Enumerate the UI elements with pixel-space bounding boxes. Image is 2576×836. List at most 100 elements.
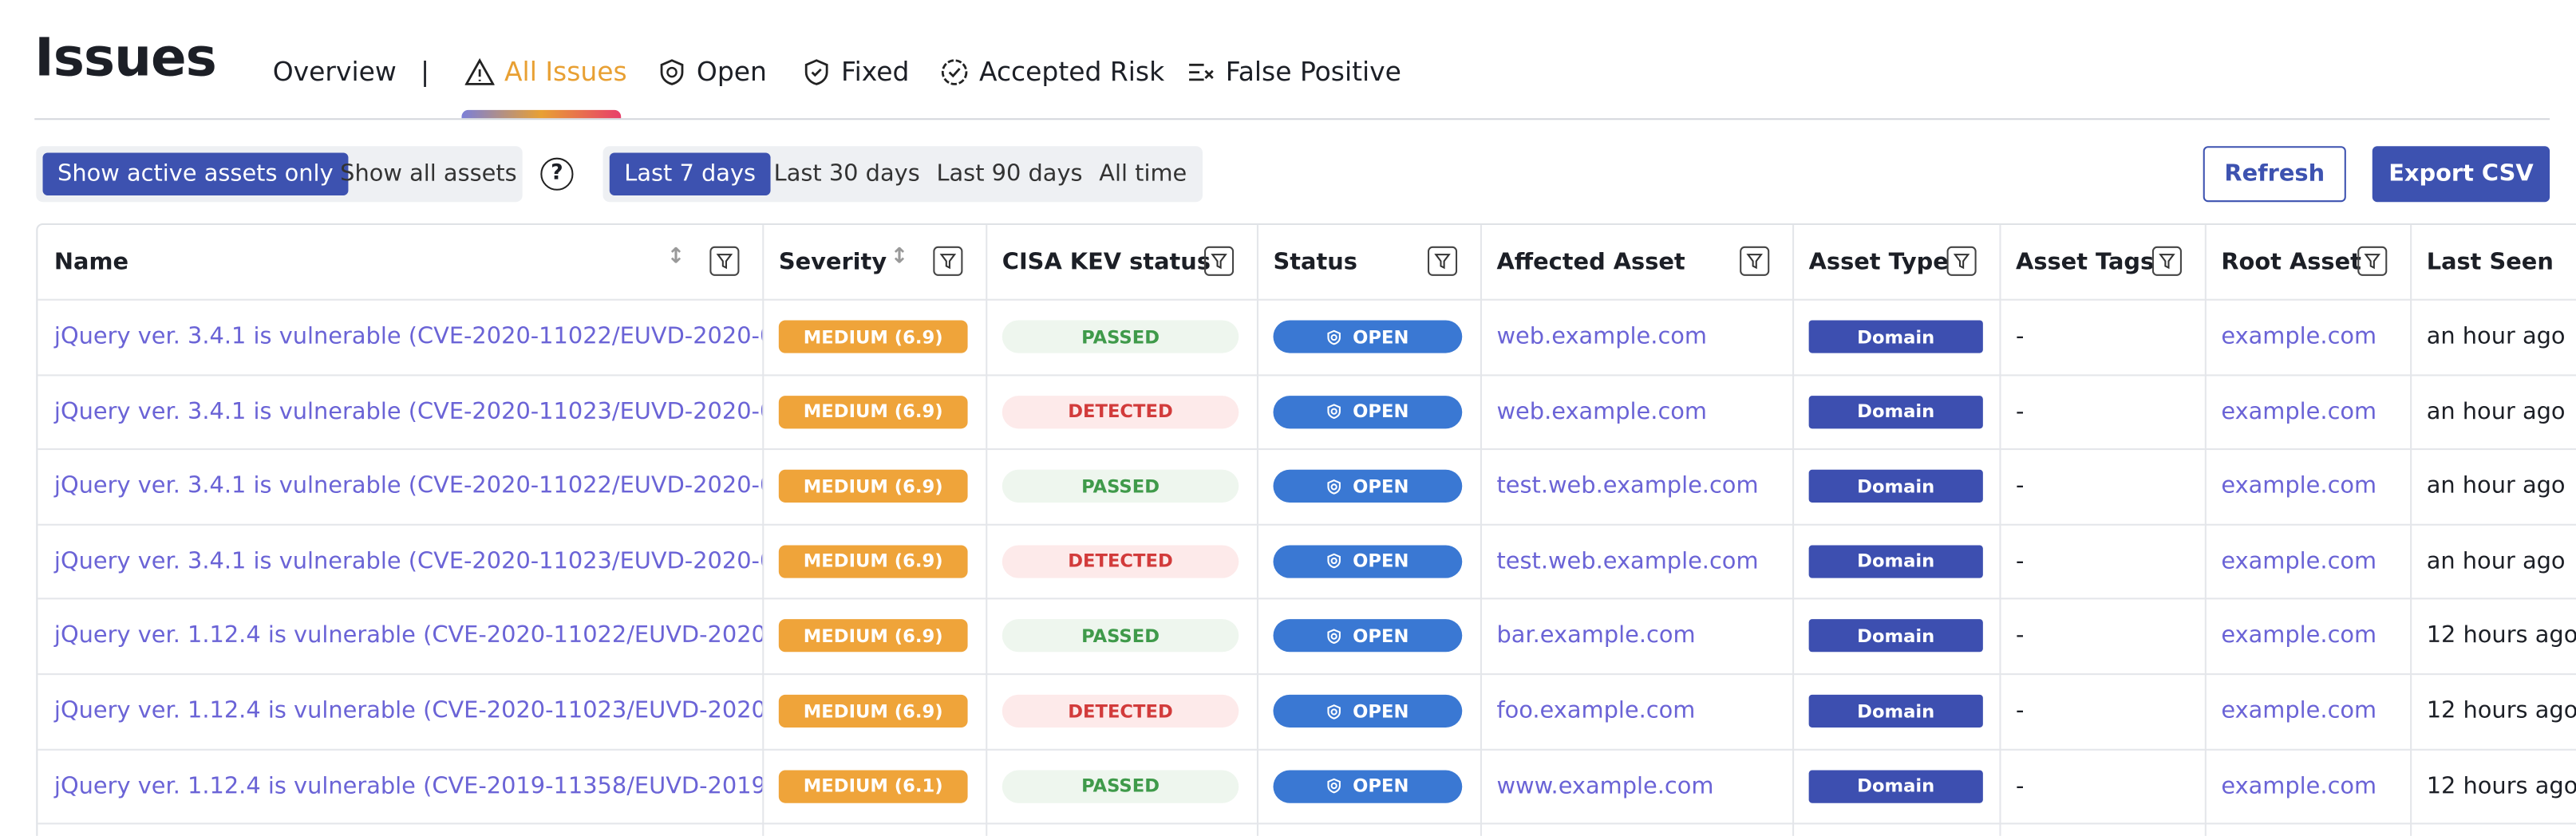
table-cell: Domain [1792, 300, 1999, 374]
toggle-option[interactable]: Last 90 days [936, 160, 1083, 187]
tab[interactable]: All Issues [464, 56, 627, 87]
pass-badge: PASSED [1002, 619, 1239, 653]
export-button[interactable]: Export CSV [2372, 146, 2550, 203]
cell-link[interactable]: example.com [2221, 623, 2377, 649]
badge-label: OPEN [1353, 550, 1409, 573]
cell-text: - [2016, 323, 2025, 350]
table-cell: web.example.com [1480, 300, 1792, 374]
toggle-option[interactable]: Show active assets only [42, 152, 349, 195]
tab[interactable]: Overview [272, 55, 397, 88]
table-cell: MEDIUM (6.9) [762, 599, 986, 673]
badge-label: Domain [1857, 775, 1935, 797]
table-cell: OPEN [1257, 300, 1480, 374]
badge-label: PASSED [1081, 325, 1160, 348]
filter-button[interactable] [1428, 246, 1458, 276]
filter-button[interactable] [2151, 246, 2182, 276]
toggle-option[interactable]: Show all assets [340, 160, 517, 187]
table-cell: example.com [2205, 599, 2410, 673]
cell-text: - [2016, 398, 2025, 425]
cell-link[interactable]: jQuery ver. 1.12.4 is vulnerable (CVE-20… [53, 623, 762, 649]
cell-link[interactable]: web.example.com [1496, 398, 1708, 425]
table-cell: PASSED [986, 449, 1257, 523]
open-badge: OPEN [1273, 619, 1463, 653]
cell-link[interactable]: example.com [2221, 473, 2377, 500]
toggle-option[interactable]: Last 7 days [609, 152, 771, 195]
open-badge: OPEN [1273, 395, 1463, 428]
filter-button[interactable] [709, 246, 740, 276]
cell-link[interactable]: example.com [2221, 697, 2377, 724]
badge-label: PASSED [1081, 625, 1160, 647]
cell-text: 12 hours ago [2426, 772, 2576, 799]
tab[interactable]: Open [657, 56, 767, 87]
det-badge: DETECTED [1002, 395, 1239, 428]
cell-link[interactable]: jQuery ver. 3.4.1 is vulnerable (CVE-202… [53, 548, 763, 575]
table-cell: OPEN [1257, 749, 1480, 823]
sev-badge: MEDIUM (6.1) [778, 769, 968, 802]
cell-link[interactable]: jQuery ver. 3.4.1 is vulnerable (CVE-202… [53, 473, 763, 500]
cell-link[interactable]: test.web.example.com [1496, 473, 1759, 500]
badge-label: MEDIUM (6.9) [803, 700, 943, 722]
toggle-option[interactable]: All time [1099, 160, 1187, 187]
toggle-option[interactable]: Last 30 days [773, 160, 920, 187]
table-cell: jQuery ver. 3.4.1 is vulnerable (CVE-202… [38, 375, 762, 449]
sort-icon[interactable]: ↕ [666, 244, 685, 270]
filter-button[interactable] [2357, 246, 2388, 276]
table-cell: Domain [1792, 674, 1999, 748]
pass-badge: PASSED [1002, 470, 1239, 503]
table-cell: - [1999, 524, 2204, 598]
cell-text: an hour ago [2426, 398, 2566, 425]
table-cell: MEDIUM (6.9) [762, 674, 986, 748]
badge-label: OPEN [1353, 400, 1409, 423]
page-title: Issues [34, 26, 217, 89]
pass-badge: PASSED [1002, 769, 1239, 802]
header-label: Asset Type [1808, 248, 1949, 275]
dom-badge: Domain [1808, 395, 1983, 428]
badge-label: MEDIUM (6.9) [803, 550, 943, 573]
open-badge: OPEN [1273, 320, 1463, 353]
table-cell: - [1999, 375, 2204, 449]
cell-link[interactable]: web.example.com [1496, 323, 1708, 350]
filter-button[interactable] [1740, 246, 1770, 276]
filter-button[interactable] [1204, 246, 1235, 276]
table-cell: www.example.com [1480, 749, 1792, 823]
header-label: Severity [778, 248, 887, 275]
badge-label: MEDIUM (6.9) [803, 625, 943, 647]
column-header: Asset Type [1792, 225, 1999, 299]
header-label: Name [53, 248, 129, 275]
table-cell: - [1999, 449, 2204, 523]
help-icon[interactable]: ? [540, 157, 574, 191]
column-header: Name ↕ [38, 225, 762, 299]
tab[interactable]: Fixed [802, 56, 909, 87]
tab[interactable]: Accepted Risk [940, 56, 1164, 87]
table-cell: bar.example.com [1480, 599, 1792, 673]
cell-link[interactable]: test.web.example.com [1496, 548, 1759, 575]
filter-button[interactable] [1946, 246, 1977, 276]
cell-link[interactable]: bar.example.com [1496, 623, 1696, 649]
cell-link[interactable]: example.com [2221, 548, 2377, 575]
table-cell: jQuery ver. 3.4.1 is vulnerable (CVE-202… [38, 449, 762, 523]
sort-icon[interactable]: ↕ [890, 244, 909, 270]
cell-text: - [2016, 772, 2025, 799]
tab[interactable]: False Positive [1186, 56, 1401, 87]
cell-text: - [2016, 697, 2025, 724]
table-cell: foo.example.com [1480, 674, 1792, 748]
sev-badge: MEDIUM (6.9) [778, 395, 968, 428]
cell-link[interactable]: foo.example.com [1496, 697, 1696, 724]
cell-link[interactable]: jQuery ver. 3.4.1 is vulnerable (CVE-202… [53, 398, 763, 425]
cell-link[interactable]: www.example.com [1496, 772, 1714, 799]
table-cell: DETECTED [986, 375, 1257, 449]
table-cell: DETECTED [986, 524, 1257, 598]
cell-link[interactable]: example.com [2221, 772, 2377, 799]
cell-link[interactable]: jQuery ver. 3.4.1 is vulnerable (CVE-202… [53, 323, 763, 350]
cell-link[interactable]: example.com [2221, 398, 2377, 425]
column-border [1256, 225, 1258, 836]
cell-link[interactable]: jQuery ver. 1.12.4 is vulnerable (CVE-20… [53, 697, 762, 724]
column-border [986, 225, 988, 836]
cell-link[interactable]: jQuery ver. 1.12.4 is vulnerable (CVE-20… [53, 772, 762, 799]
table-cell: OPEN [1257, 375, 1480, 449]
badge-label: MEDIUM (6.9) [803, 475, 943, 498]
table-cell: jQuery ver. 3.4.1 is vulnerable (CVE-202… [38, 524, 762, 598]
refresh-button[interactable]: Refresh [2203, 146, 2346, 203]
filter-button[interactable] [933, 246, 963, 276]
cell-link[interactable]: example.com [2221, 323, 2377, 350]
